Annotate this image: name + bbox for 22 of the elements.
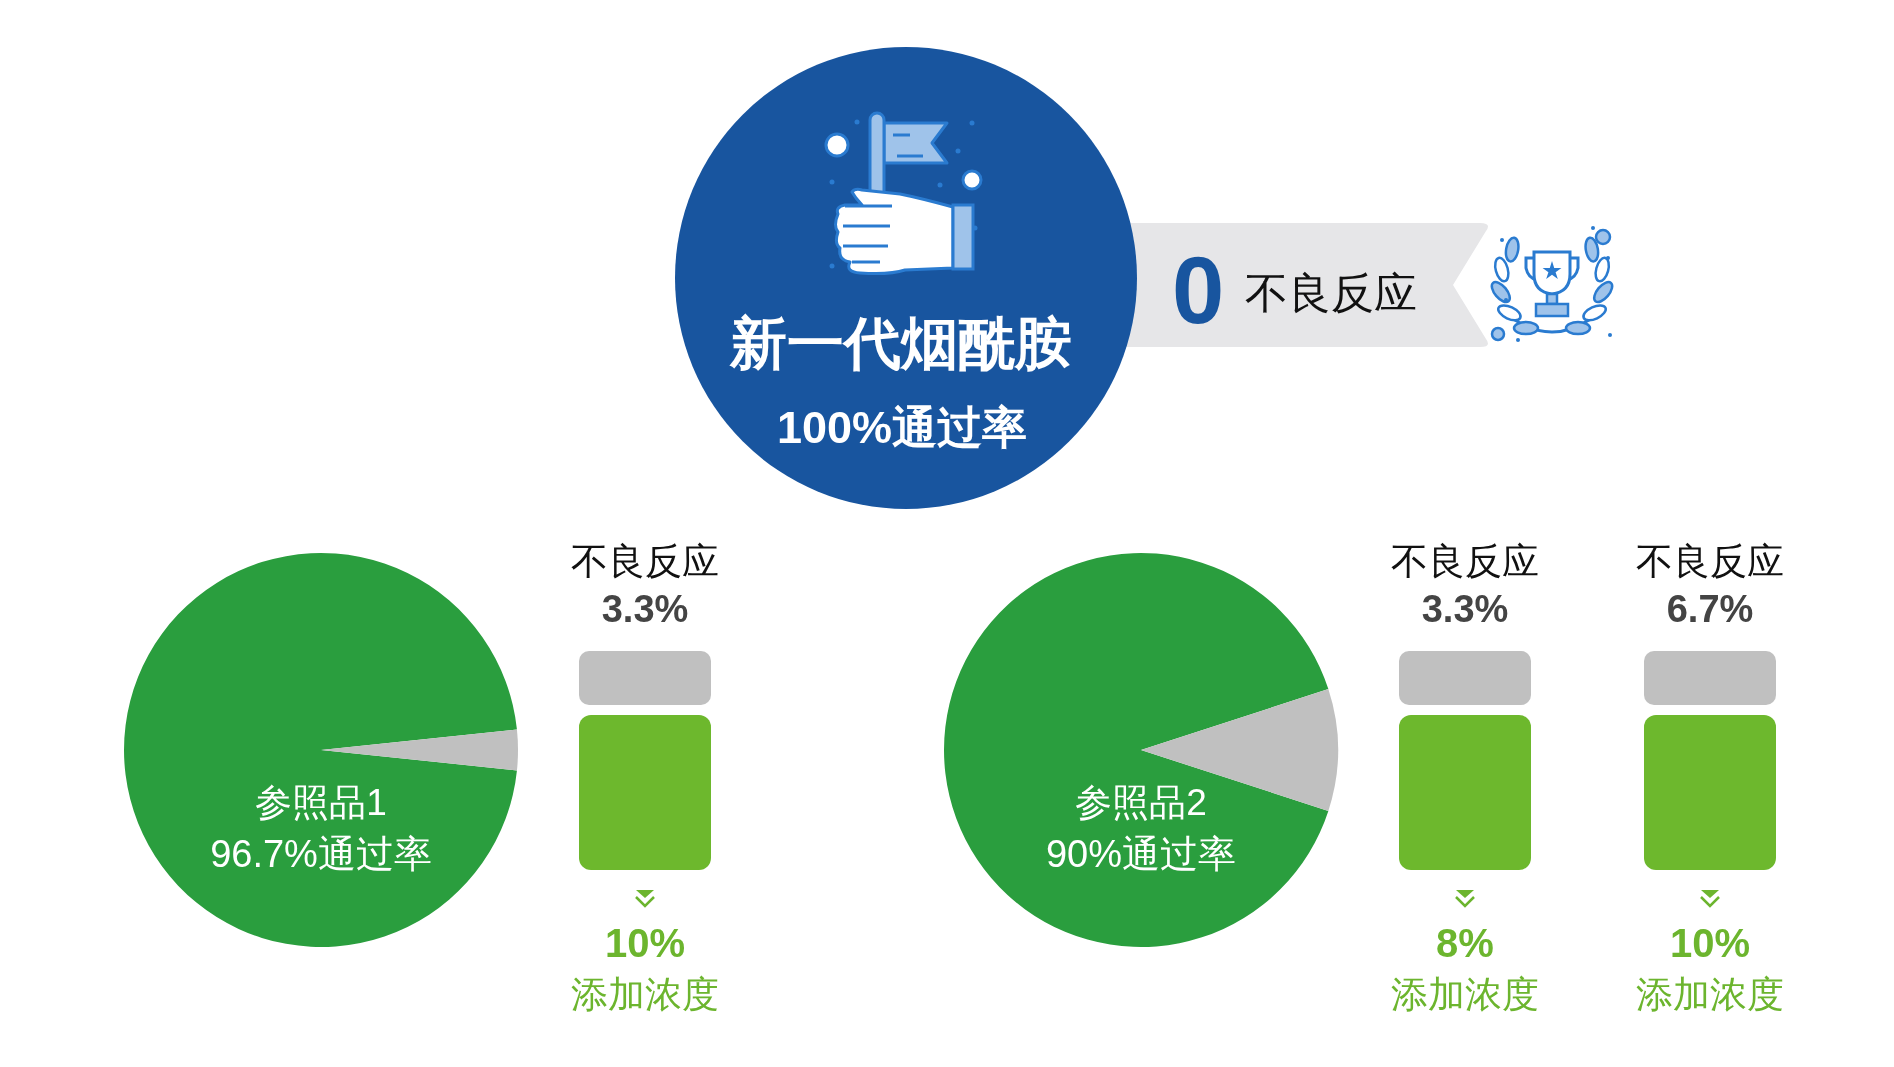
text: 8% (1436, 921, 1494, 965)
slice-label: 参照品1 (255, 782, 387, 823)
text: 100%通过率 (776, 402, 1028, 453)
text: 不良反应 (1636, 541, 1784, 582)
text: 新一代烟酰胺 (729, 311, 1072, 375)
text: 不良反应 (571, 541, 719, 582)
text: 10% (604, 921, 686, 965)
data-label: 96.7%通过率 (210, 833, 432, 875)
text: 0 (1172, 238, 1225, 343)
text: 3.3% (1421, 588, 1509, 630)
slice-label: 参照品2 (1075, 782, 1207, 823)
text: 10% (1669, 921, 1751, 965)
text: 3.3% (601, 588, 689, 630)
text: 6.7% (1666, 588, 1754, 630)
pie-slice (124, 553, 517, 947)
text: 添加浓度 (1636, 974, 1784, 1015)
pie-slice (944, 553, 1329, 947)
text: 添加浓度 (571, 974, 719, 1015)
text: 不良反应 (1245, 269, 1417, 317)
text: 添加浓度 (1391, 974, 1539, 1015)
text: 不良反应 (1391, 541, 1539, 582)
data-label: 90%通过率 (1045, 833, 1237, 875)
